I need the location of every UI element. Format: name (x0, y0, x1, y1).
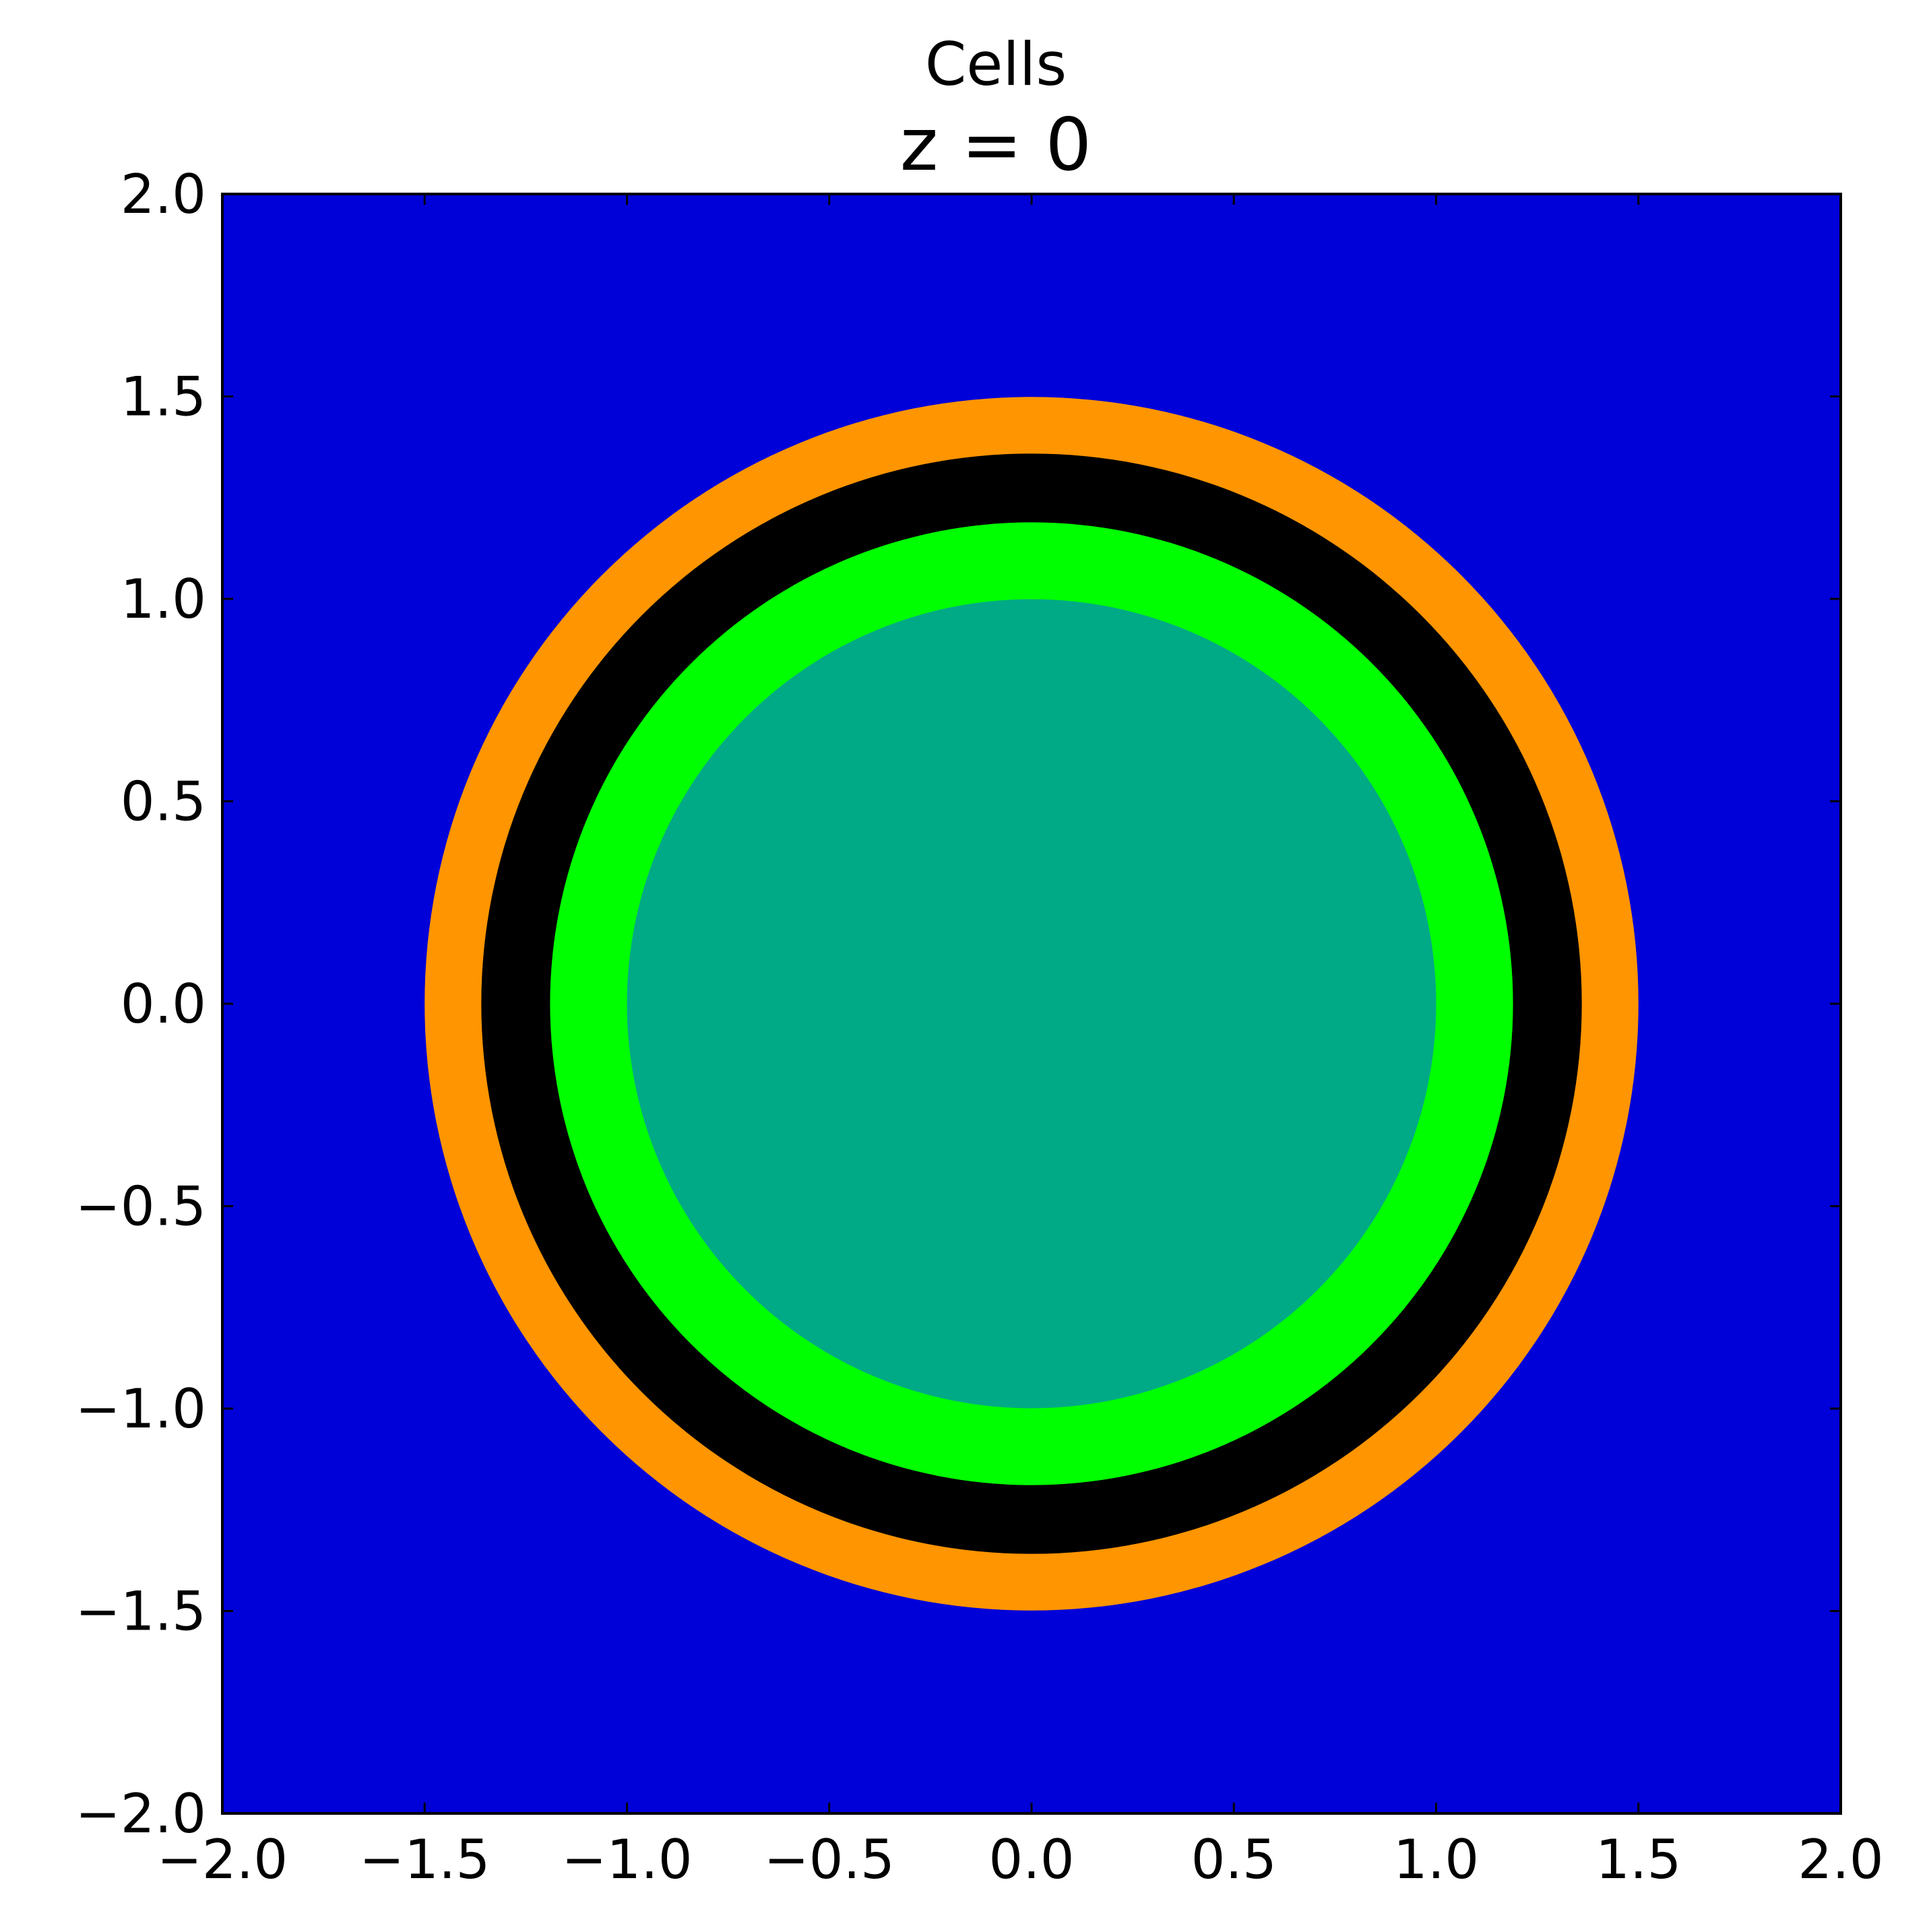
x-tick-label: −2.0 (157, 1828, 288, 1891)
x-tick-label: −0.5 (764, 1828, 895, 1891)
x-tick-label: 1.0 (1393, 1828, 1479, 1891)
y-tick-label: 2.0 (121, 163, 206, 226)
y-tick-label: 1.5 (121, 366, 206, 428)
x-tick-label: 0.0 (988, 1828, 1074, 1891)
y-tick-label: −1.5 (75, 1580, 206, 1643)
x-tick-label: 0.5 (1191, 1828, 1277, 1891)
y-tick-label: 1.0 (121, 568, 206, 631)
plot-area (222, 194, 1841, 1813)
cell-regions (424, 397, 1639, 1611)
x-tick-label: 2.0 (1798, 1828, 1883, 1891)
axis-tick-labels: −2.0 −1.5 −1.0 −0.5 0.0 0.5 1.0 1.5 2.0 −2.0 −1.5 −… (75, 163, 1884, 1891)
chart-subtitle: z = 0 (900, 103, 1092, 187)
chart-title: Cells (925, 30, 1067, 99)
x-tick-label: −1.5 (359, 1828, 490, 1891)
x-tick-label: −1.0 (561, 1828, 692, 1891)
y-tick-label: 0.5 (121, 771, 206, 833)
y-tick-label: −0.5 (75, 1176, 206, 1238)
x-tick-label: 1.5 (1595, 1828, 1681, 1891)
y-tick-label: −1.0 (75, 1378, 206, 1440)
y-tick-label: 0.0 (121, 973, 206, 1035)
inner-teal-disk (627, 599, 1436, 1409)
axes-frame (221, 193, 1842, 1815)
y-tick-label: −2.0 (75, 1782, 206, 1845)
